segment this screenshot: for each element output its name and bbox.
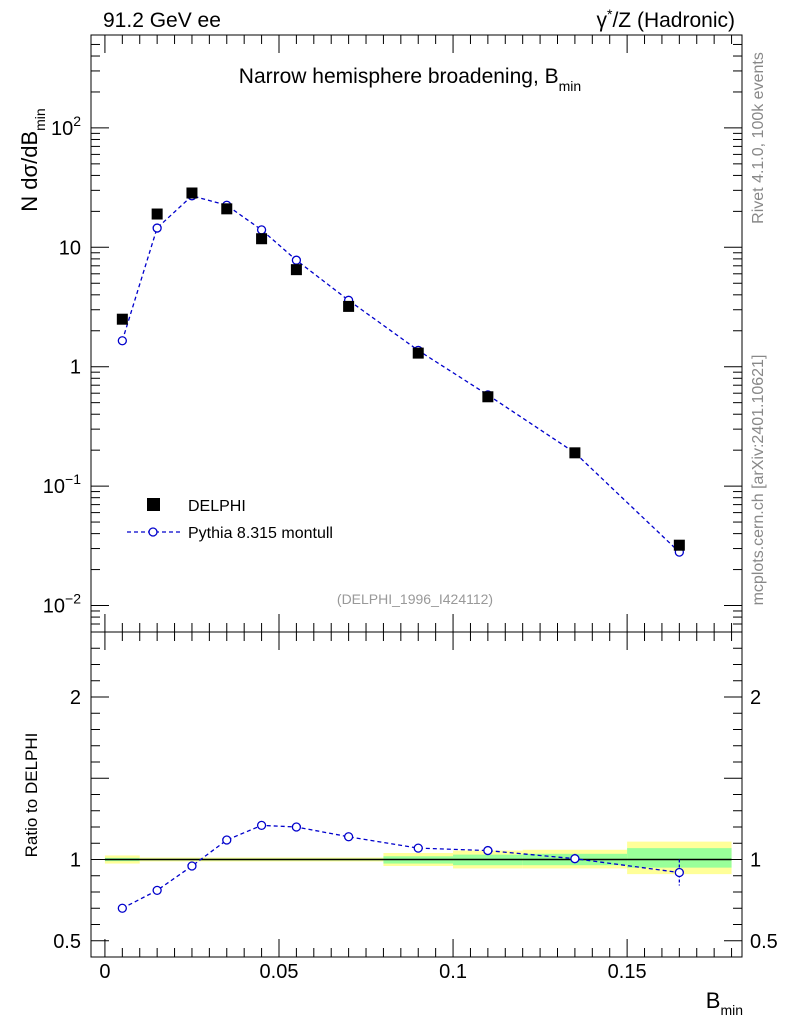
mc-point — [152, 223, 162, 233]
data-point — [186, 187, 198, 199]
ratio-band-green — [627, 848, 732, 868]
ratio-mc-point — [222, 835, 232, 845]
ratio-mc-point — [152, 885, 162, 896]
mc-point — [291, 255, 302, 265]
ratio-mc-point — [674, 867, 684, 878]
ratio-y-tick-label-right: 1 — [750, 850, 761, 872]
main-y-tick-labels: 10−2 10−1 1 10 102 — [43, 113, 81, 618]
ratio-panel: 0.5 0.5 1 1 2 2 0 0.05 0.1 0.15 — [53, 631, 778, 983]
ratio-mc-point — [413, 843, 423, 853]
ratio-axis-ticks — [91, 631, 742, 958]
x-tick-label: 0.1 — [439, 961, 467, 983]
ratio-mc-point — [117, 903, 127, 913]
ratio-y-tick-label-left: 1 — [70, 850, 81, 872]
y-tick-label: 10−2 — [43, 591, 81, 618]
ratio-y-tick-label-right: 2 — [750, 687, 761, 709]
ratio-mc-point — [483, 845, 493, 856]
main-y-axis-label: N dσ/dBmin — [17, 108, 48, 211]
legend-data-label: DELPHI — [188, 498, 246, 515]
ratio-y-axis-label: Ratio to DELPHI — [22, 733, 41, 858]
data-point — [412, 347, 424, 359]
data-point — [482, 391, 494, 403]
ratio-y-tick-label-left: 2 — [70, 687, 81, 709]
legend-mc-marker — [148, 527, 158, 537]
y-tick-label: 1 — [70, 357, 81, 379]
data-series — [116, 187, 685, 551]
rivet-version-text: Rivet 4.1.0, 100k events — [750, 52, 767, 224]
ratio-mc-point — [343, 832, 354, 842]
main-axis-ticks — [91, 34, 742, 633]
y-tick-label: 102 — [51, 113, 81, 140]
data-point — [673, 539, 685, 551]
legend-mc-label: Pythia 8.315 montull — [188, 525, 333, 542]
data-point — [151, 208, 163, 220]
ratio-mc-point — [291, 822, 302, 832]
y-tick-label: 10 — [59, 237, 81, 259]
main-plot-frame — [90, 34, 743, 633]
main-panel: 10−2 10−1 1 10 102 — [43, 34, 743, 633]
x-tick-label: 0.05 — [260, 961, 299, 983]
ratio-plot-frame — [90, 631, 743, 958]
legend: DELPHI Pythia 8.315 montull — [127, 498, 333, 542]
ratio-y-tick-labels: 0.5 0.5 1 1 2 2 — [53, 687, 778, 953]
ratio-mc-point — [256, 820, 267, 831]
data-point — [256, 233, 268, 245]
data-point — [221, 203, 233, 215]
mc-point — [117, 336, 127, 346]
legend-data-marker — [147, 498, 160, 511]
x-tick-label: 0 — [99, 961, 110, 983]
header-right: γ*/Z (Hadronic) — [597, 6, 735, 32]
ratio-mc-point — [570, 854, 580, 864]
ratio-y-tick-label-left: 0.5 — [53, 931, 81, 953]
x-tick-label: 0.15 — [608, 961, 647, 983]
x-axis-label: Bmin — [706, 988, 743, 1018]
data-point — [116, 313, 128, 325]
header-left: 91.2 GeV ee — [103, 9, 221, 32]
data-point — [569, 447, 581, 459]
ratio-mc-point — [187, 861, 197, 871]
y-tick-label: 10−1 — [43, 471, 81, 498]
data-point — [343, 300, 355, 312]
ratio-mc-series — [117, 820, 684, 913]
mcplots-credit-text: mcplots.cern.ch [arXiv:2401.10621] — [750, 355, 767, 606]
data-point — [290, 264, 302, 276]
mc-point — [256, 225, 267, 235]
chart-title: Narrow hemisphere broadening, Bmin — [239, 65, 581, 94]
analysis-id: (DELPHI_1996_I424112) — [337, 591, 493, 607]
ratio-y-tick-label-right: 0.5 — [750, 931, 778, 953]
x-tick-labels: 0 0.05 0.1 0.15 — [99, 961, 646, 983]
